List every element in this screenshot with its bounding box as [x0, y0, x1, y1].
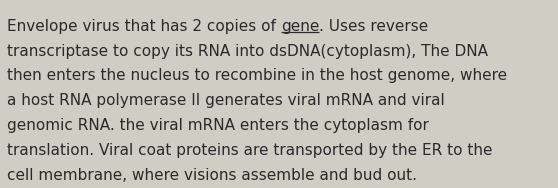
- Text: a host RNA polymerase II generates viral mRNA and viral: a host RNA polymerase II generates viral…: [7, 93, 445, 108]
- Text: then enters the nucleus to recombine in the host genome, where: then enters the nucleus to recombine in …: [7, 68, 507, 83]
- Text: translation. Viral coat proteins are transported by the ER to the: translation. Viral coat proteins are tra…: [7, 143, 493, 158]
- Text: gene: gene: [281, 19, 319, 34]
- Text: cell membrane, where visions assemble and bud out.: cell membrane, where visions assemble an…: [7, 168, 417, 183]
- Text: Envelope virus that has 2 copies of: Envelope virus that has 2 copies of: [7, 19, 281, 34]
- Text: . Uses reverse: . Uses reverse: [319, 19, 429, 34]
- Text: genomic RNA. the viral mRNA enters the cytoplasm for: genomic RNA. the viral mRNA enters the c…: [7, 118, 429, 133]
- Text: transcriptase to copy its RNA into dsDNA(cytoplasm), The DNA: transcriptase to copy its RNA into dsDNA…: [7, 44, 488, 59]
